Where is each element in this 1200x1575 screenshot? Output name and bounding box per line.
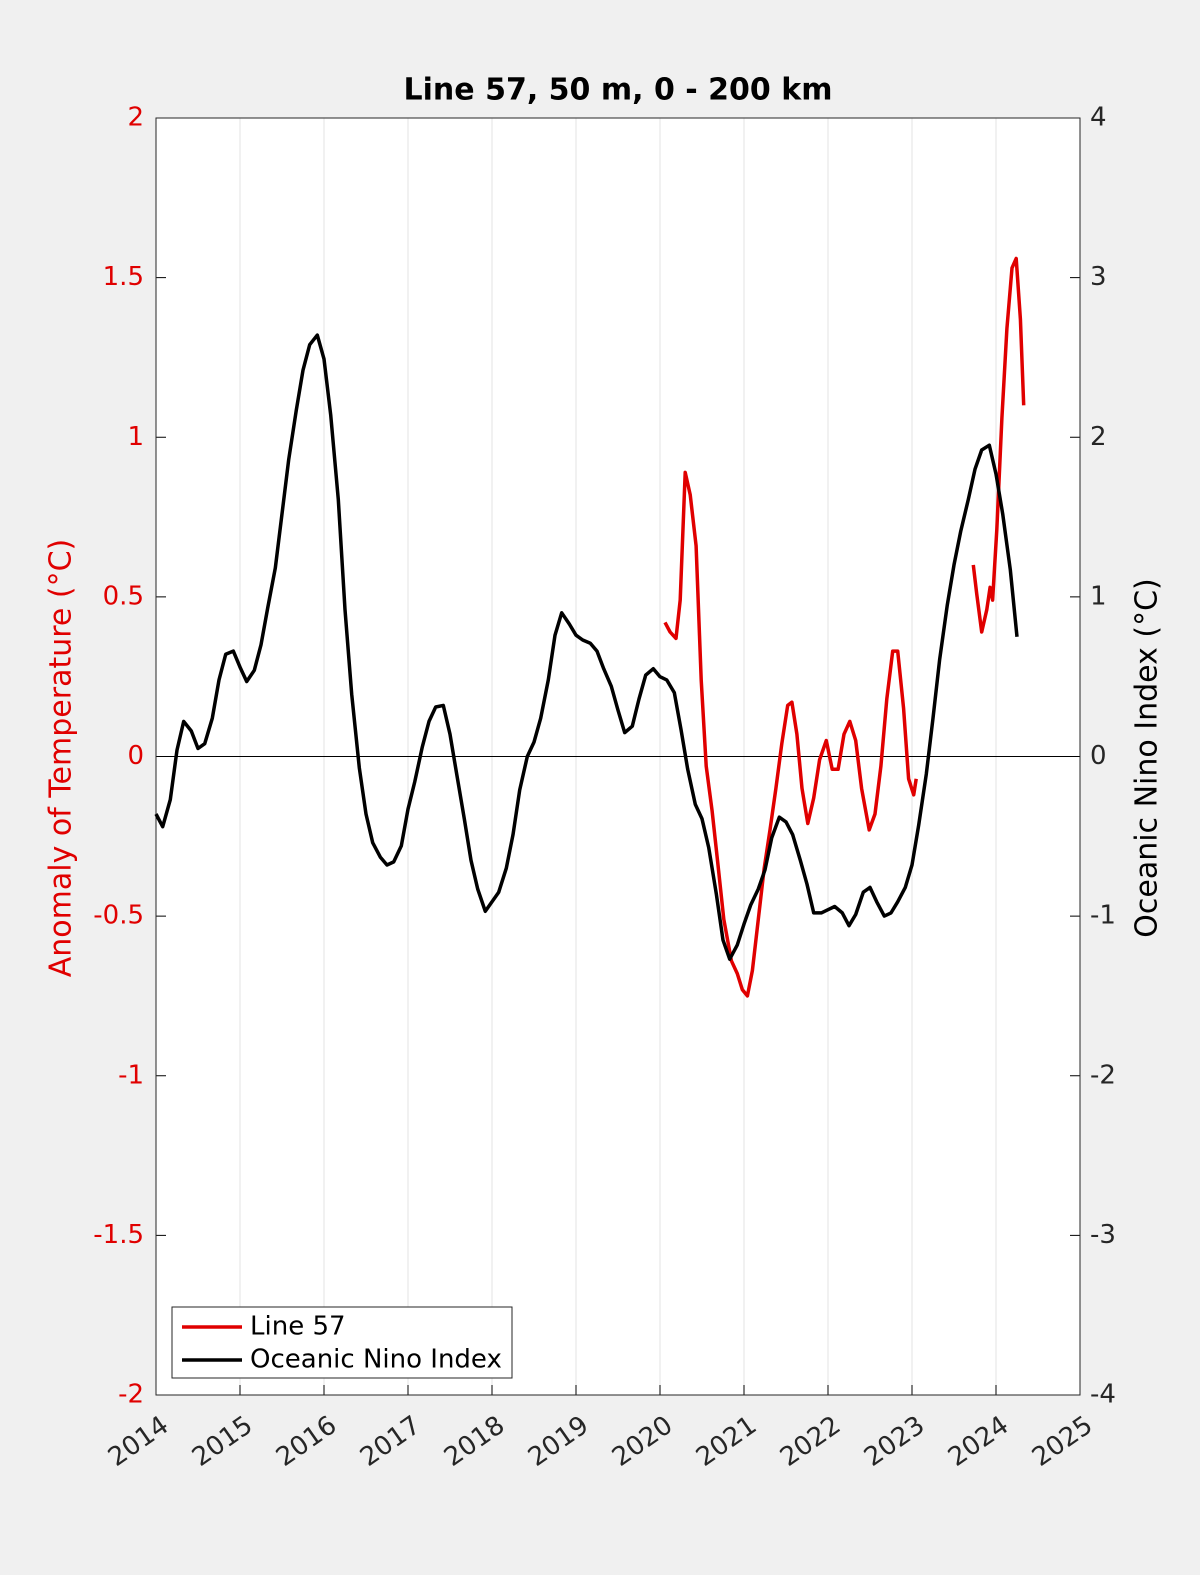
legend-box [171, 1306, 513, 1379]
y-tick-label: 1 [127, 422, 144, 452]
y2-tick-label: 4 [1090, 103, 1107, 133]
y-tick-label: 1.5 [103, 262, 144, 292]
y-axis-label: Anomaly of Temperature (°C) [44, 539, 79, 978]
x-tick-label: 2023 [859, 1410, 930, 1473]
y2-tick-label: 3 [1090, 262, 1107, 292]
y2-axis-label: Oceanic Nino Index (°C) [1130, 578, 1165, 938]
legend-label: Line 57 [250, 1312, 346, 1342]
x-tick-label: 2018 [439, 1410, 510, 1473]
series-line [663, 256, 1026, 998]
y2-tick-label: -3 [1090, 1220, 1116, 1250]
x-tick-label: 2025 [1027, 1410, 1098, 1473]
y-tick-label: -2 [118, 1380, 144, 1410]
x-tick-label: 2016 [271, 1410, 342, 1473]
y-tick-label: -1.5 [93, 1220, 144, 1250]
series-line [154, 333, 1019, 961]
y2-tick-label: -4 [1090, 1380, 1116, 1410]
y-tick-label: -0.5 [93, 901, 144, 931]
x-tick-label: 2024 [943, 1410, 1014, 1473]
y-tick-label: 0 [127, 741, 144, 771]
chart-title: Line 57, 50 m, 0 - 200 km [404, 73, 833, 108]
y-tick-label: 0.5 [103, 581, 144, 611]
y2-tick-label: 1 [1090, 581, 1107, 611]
x-tick-label: 2017 [355, 1410, 426, 1473]
y2-tick-label: -1 [1090, 901, 1116, 931]
plot-frame [155, 117, 1081, 1396]
legend-label: Oceanic Nino Index [250, 1345, 502, 1375]
x-tick-label: 2022 [775, 1410, 846, 1473]
y2-tick-label: 2 [1090, 422, 1107, 452]
y-tick-label: -1 [118, 1060, 144, 1090]
x-tick-label: 2019 [523, 1410, 594, 1473]
x-tick-label: 2014 [103, 1410, 174, 1473]
y-tick-label: 2 [127, 103, 144, 133]
y2-tick-label: -2 [1090, 1060, 1116, 1090]
x-tick-label: 2015 [187, 1410, 258, 1473]
y2-tick-label: 0 [1090, 741, 1107, 771]
x-tick-label: 2020 [607, 1410, 678, 1473]
x-tick-label: 2021 [691, 1410, 762, 1473]
